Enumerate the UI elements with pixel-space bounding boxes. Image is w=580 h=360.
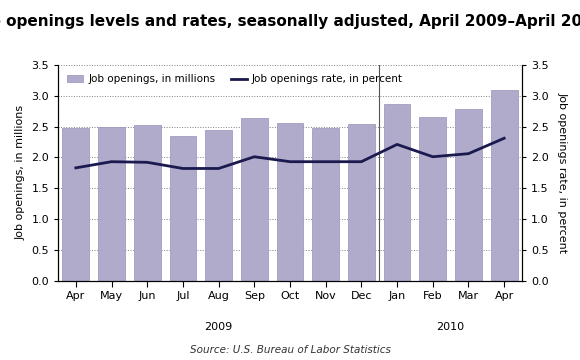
Bar <box>98 126 125 281</box>
Bar <box>169 136 196 281</box>
Bar <box>205 130 232 281</box>
Bar <box>312 129 339 281</box>
Y-axis label: Job openings, in millions: Job openings, in millions <box>16 105 26 240</box>
Text: Job openings levels and rates, seasonally adjusted, April 2009–April 2010: Job openings levels and rates, seasonall… <box>0 14 580 30</box>
Y-axis label: Job openings rate, in percent: Job openings rate, in percent <box>557 92 567 253</box>
Bar <box>241 118 268 281</box>
Bar <box>348 124 375 281</box>
Bar <box>419 117 446 281</box>
Legend: Job openings, in millions, Job openings rate, in percent: Job openings, in millions, Job openings … <box>63 70 407 88</box>
Text: 2009: 2009 <box>205 322 233 332</box>
Bar <box>277 123 303 281</box>
Bar <box>63 128 89 281</box>
Bar <box>384 104 411 281</box>
Text: Source: U.S. Bureau of Labor Statistics: Source: U.S. Bureau of Labor Statistics <box>190 345 390 355</box>
Bar <box>455 109 482 281</box>
Bar <box>491 90 517 281</box>
Text: 2010: 2010 <box>437 322 465 332</box>
Bar <box>134 125 161 281</box>
